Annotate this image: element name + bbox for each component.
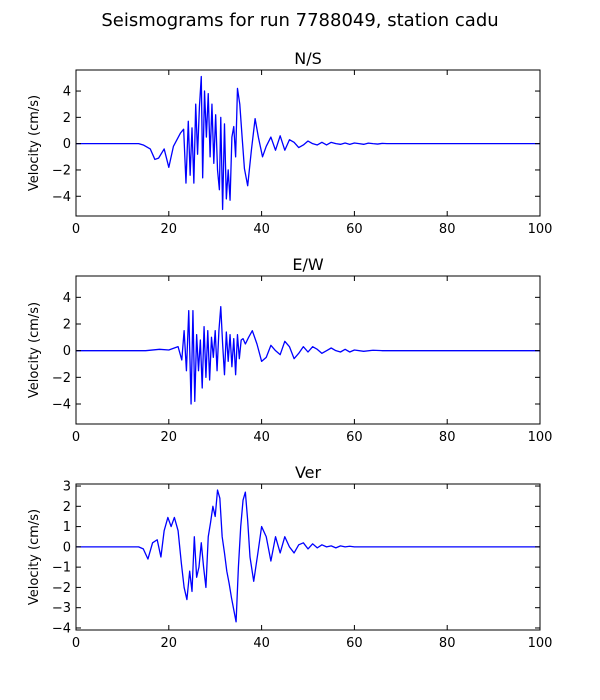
x-tick-label: 100 — [528, 430, 553, 445]
panel-title: Ver — [295, 463, 322, 482]
x-tick-label: 100 — [528, 222, 553, 237]
x-tick-label: 60 — [346, 222, 363, 237]
chart-panel-3: Ver Velocity (cm/s) 0 20 40 60 80 100 −4 −3 −2 −1 0 1… — [27, 463, 552, 651]
x-tick-label: 80 — [439, 430, 456, 445]
y-axis-label: Velocity (cm/s) — [27, 95, 42, 191]
x-tick-label: 0 — [72, 222, 80, 237]
x-tick-label: 40 — [253, 222, 270, 237]
chart-panel-2: E/W Velocity (cm/s) 0 20 40 60 80 100 −4 −2 0 2 4 — [27, 255, 552, 445]
x-tick-label: 0 — [72, 636, 80, 651]
x-tick-label: 100 — [528, 636, 553, 651]
y-tick-label: 2 — [63, 318, 71, 333]
y-axis-label: Velocity (cm/s) — [27, 509, 42, 605]
y-tick-label: −2 — [52, 371, 71, 386]
y-tick-label: −4 — [52, 621, 71, 636]
x-tick-label: 60 — [346, 636, 363, 651]
y-tick-label: 3 — [63, 480, 71, 495]
x-tick-label: 40 — [253, 430, 270, 445]
series-line-1 — [76, 75, 540, 211]
chart-panel-1: N/S Velocity (cm/s) 0 20 40 60 80 100 −4 −2 0 2 4 — [27, 49, 552, 237]
y-tick-label: 2 — [63, 111, 71, 126]
y-axis-label: Velocity (cm/s) — [27, 302, 42, 398]
x-tick-label: 20 — [161, 222, 178, 237]
y-tick-label: 0 — [63, 344, 71, 359]
y-tick-label: −2 — [52, 581, 71, 596]
x-tick-label: 80 — [439, 636, 456, 651]
y-tick-label: −2 — [52, 163, 71, 178]
x-tick-label: 20 — [161, 430, 178, 445]
x-tick-label: 20 — [161, 636, 178, 651]
x-tick-label: 80 — [439, 222, 456, 237]
series-line-1 — [76, 306, 540, 405]
plot-frame — [75, 483, 541, 631]
x-tick-label: 0 — [72, 430, 80, 445]
y-tick-label: −4 — [52, 398, 71, 413]
plot-frame — [75, 275, 541, 425]
x-tick-label: 40 — [253, 636, 270, 651]
panel-title: N/S — [294, 49, 322, 68]
y-tick-label: 4 — [63, 85, 71, 100]
x-tick-label: 60 — [346, 430, 363, 445]
y-tick-label: −1 — [52, 561, 71, 576]
y-tick-label: 1 — [63, 520, 71, 535]
figure-title: Seismograms for run 7788049, station cad… — [101, 10, 499, 31]
y-tick-label: −3 — [52, 601, 71, 616]
series-line-1 — [76, 489, 540, 623]
y-tick-label: 0 — [63, 540, 71, 555]
panel-title: E/W — [292, 255, 324, 274]
y-tick-label: 4 — [63, 291, 71, 306]
y-tick-label: 2 — [63, 500, 71, 515]
plot-frame — [75, 69, 541, 217]
y-tick-label: −4 — [52, 190, 71, 205]
y-tick-label: 0 — [63, 137, 71, 152]
